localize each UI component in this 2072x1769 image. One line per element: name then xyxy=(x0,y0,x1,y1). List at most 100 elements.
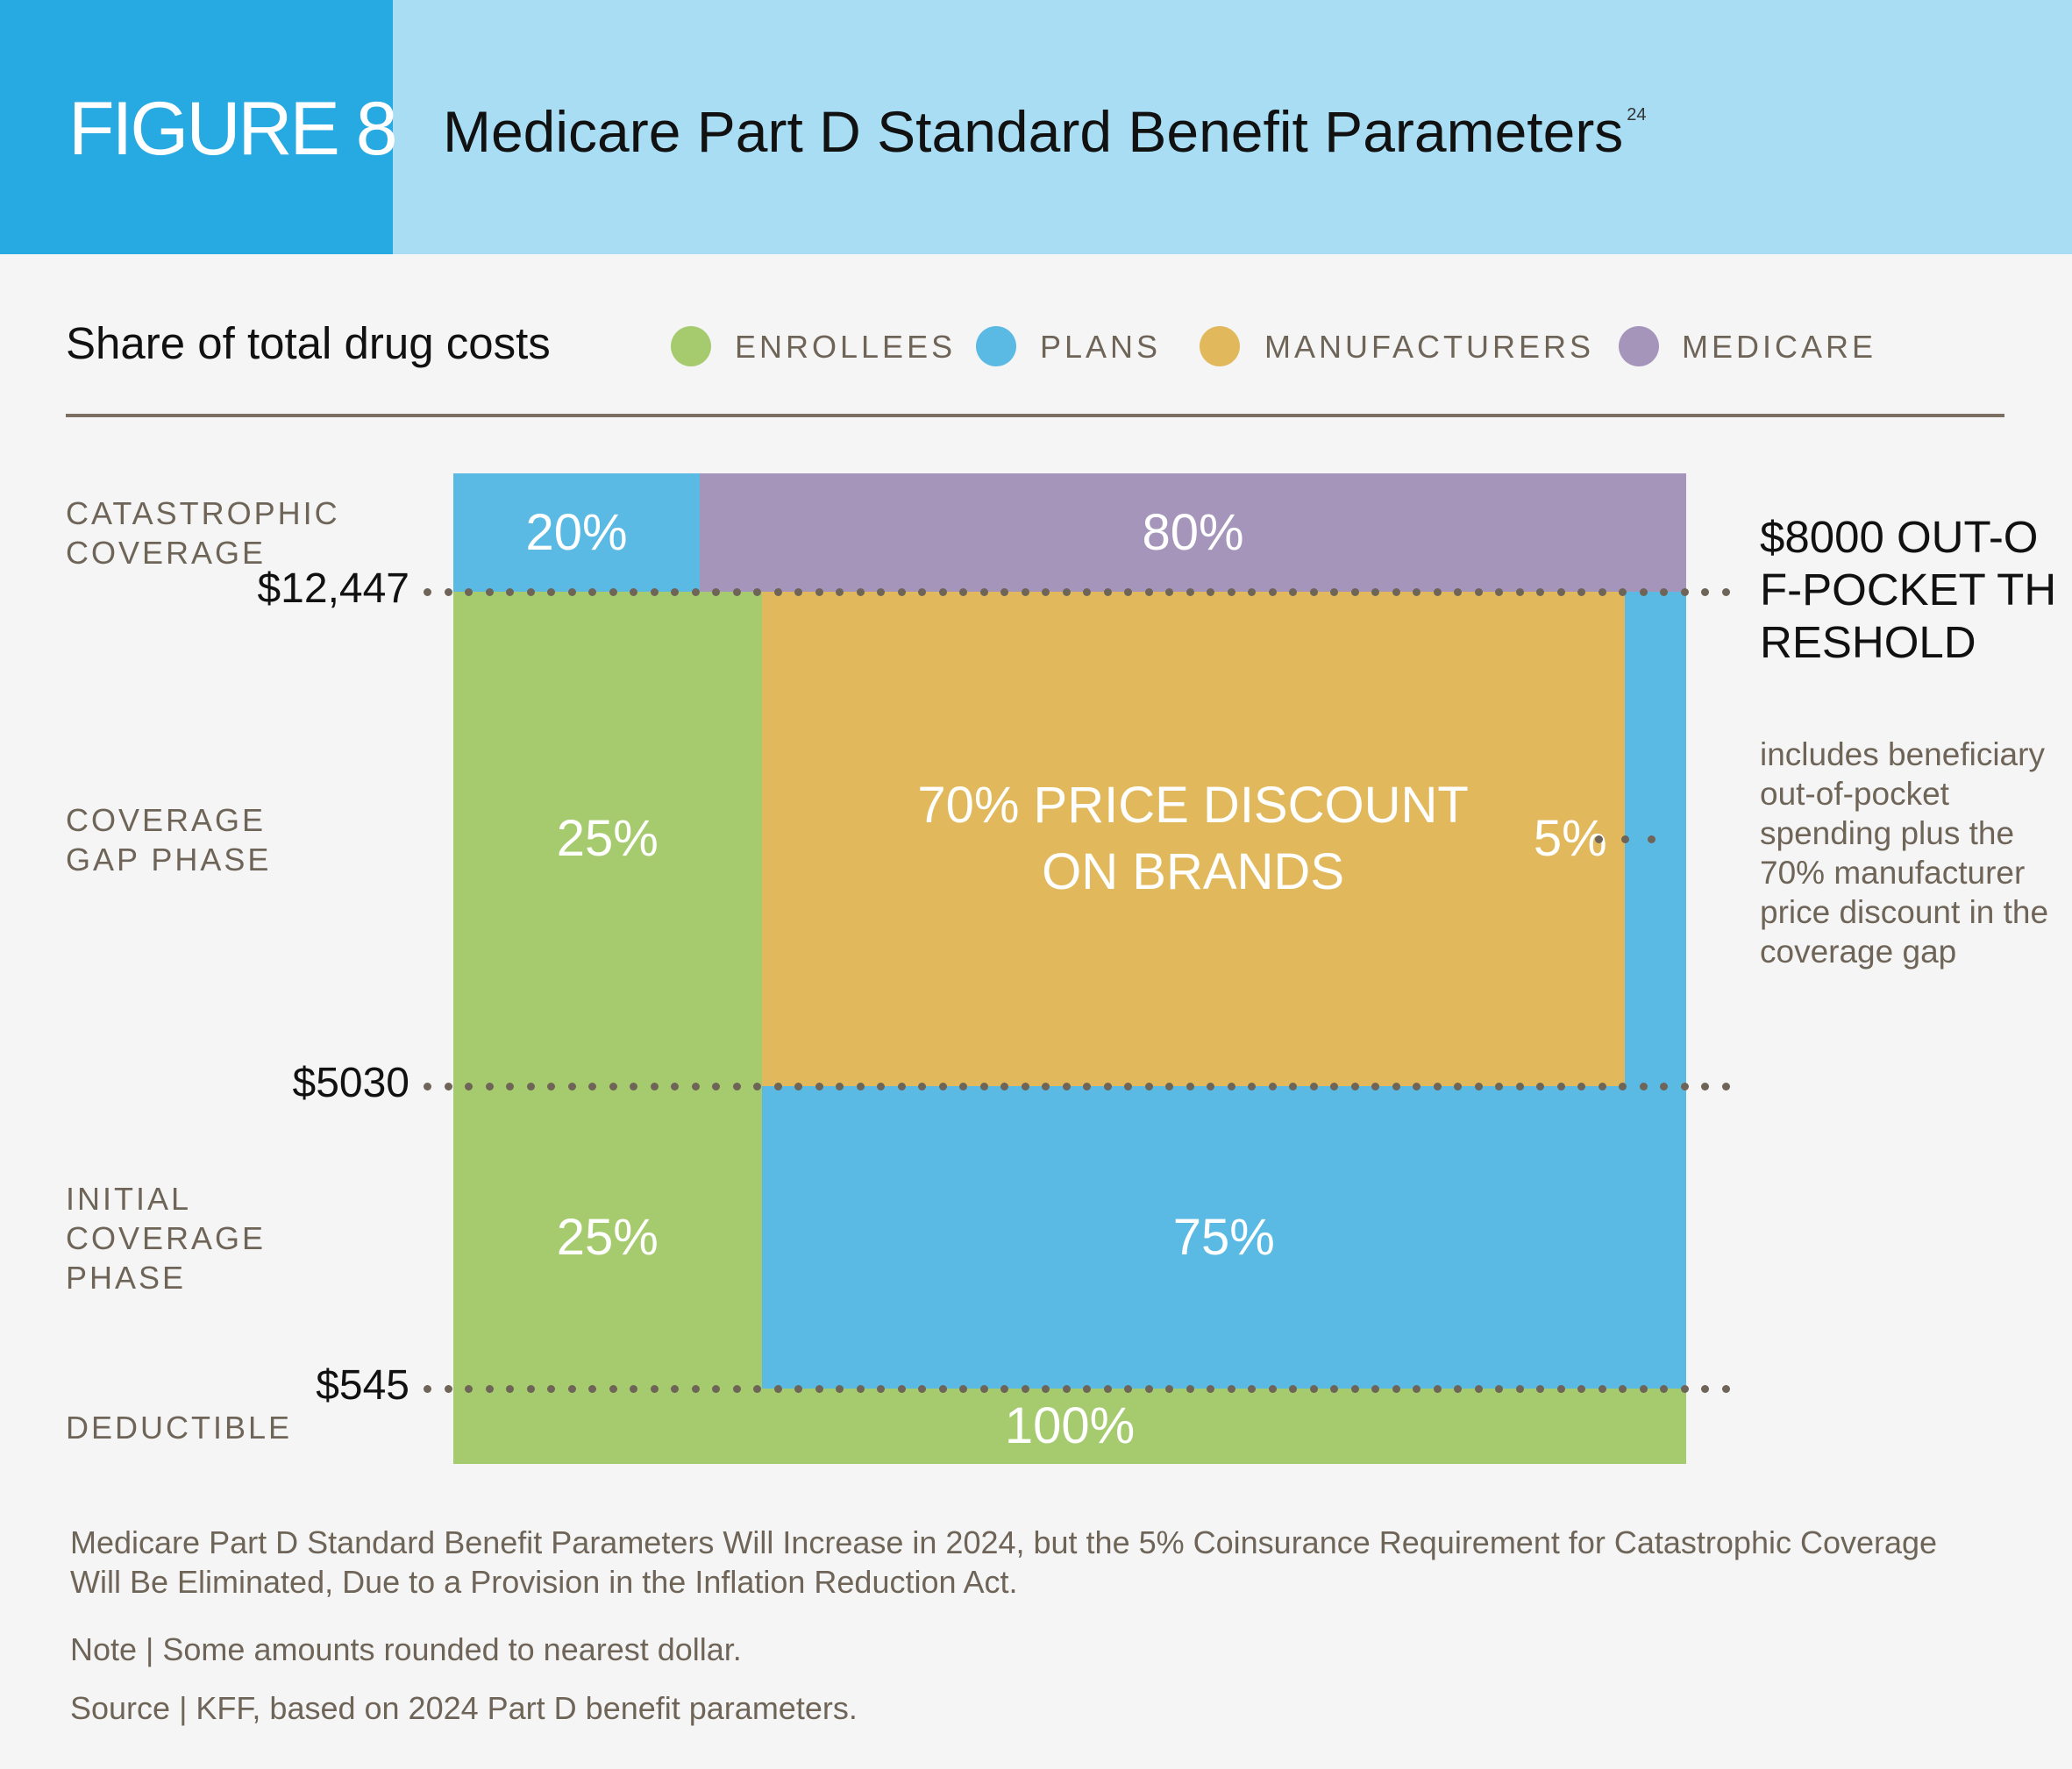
threshold-dot xyxy=(753,588,761,596)
threshold-dot xyxy=(1330,1083,1338,1091)
threshold-dot xyxy=(1124,1083,1132,1091)
threshold-dot xyxy=(1309,588,1318,596)
threshold-dot xyxy=(1144,588,1153,596)
threshold-dot xyxy=(465,1083,473,1091)
threshold-dot xyxy=(444,1385,452,1393)
segment-label: 20% xyxy=(525,503,628,561)
threshold-dot xyxy=(1598,1083,1606,1091)
threshold-dot xyxy=(918,588,926,596)
threshold-dot xyxy=(1556,588,1565,596)
threshold-dot xyxy=(1103,1083,1112,1091)
threshold-dot xyxy=(1495,588,1503,596)
threshold-dot xyxy=(1103,588,1112,596)
segment-enrollees: 100% xyxy=(453,1389,1686,1464)
threshold-dot xyxy=(938,588,947,596)
threshold-dot xyxy=(1268,588,1277,596)
threshold-dot xyxy=(1660,1385,1668,1393)
threshold-dot xyxy=(1433,1385,1442,1393)
threshold-annotation-note: includes beneficiary out-of-pocket spend… xyxy=(1760,736,2049,970)
segment-label: 5% xyxy=(1533,810,1607,867)
threshold-dot xyxy=(1350,588,1359,596)
threshold-dot xyxy=(1556,1083,1565,1091)
threshold-dot xyxy=(485,588,494,596)
threshold-dot xyxy=(1083,1083,1091,1091)
threshold-dot xyxy=(979,588,988,596)
segment-plans: 75% xyxy=(761,1086,1686,1389)
divider-rule xyxy=(66,414,2004,417)
threshold-dot xyxy=(856,1385,865,1393)
footer-note: Note | Some amounts rounded to nearest d… xyxy=(70,1631,742,1667)
threshold-dot xyxy=(1515,1083,1524,1091)
phase-label-coverage-gap: COVERAGE GAP PHASE xyxy=(66,802,272,877)
threshold-dot xyxy=(1042,588,1050,596)
threshold-dot xyxy=(979,1083,988,1091)
threshold-dot xyxy=(1474,1385,1483,1393)
figure-title: Medicare Part D Standard Benefit Paramet… xyxy=(443,98,1647,165)
threshold-dot xyxy=(897,1083,906,1091)
phase-label-deductible: DEDUCTIBLE xyxy=(66,1410,293,1446)
threshold-dot xyxy=(671,588,679,596)
threshold-dot xyxy=(588,1385,596,1393)
threshold-dot xyxy=(1619,1083,1627,1091)
threshold-dot xyxy=(1454,588,1462,596)
threshold-dot xyxy=(1248,1083,1256,1091)
threshold-dot xyxy=(1660,588,1668,596)
threshold-dot xyxy=(630,1083,637,1091)
phase-label-catastrophic: CATASTROPHIC COVERAGE xyxy=(66,495,340,571)
threshold-dot xyxy=(1495,1385,1503,1393)
threshold-dot xyxy=(526,1385,535,1393)
threshold-dot xyxy=(1577,1385,1585,1393)
threshold-dot xyxy=(609,588,617,596)
legend-label-manufacturers: MANUFACTURERS xyxy=(1264,329,1595,365)
threshold-dot xyxy=(794,588,802,596)
threshold-dot xyxy=(424,1385,431,1393)
threshold-dot xyxy=(836,1385,844,1393)
threshold-dot xyxy=(1248,1385,1256,1393)
threshold-dot xyxy=(1000,588,1008,596)
threshold-dot xyxy=(1350,1083,1359,1091)
threshold-dot xyxy=(794,1083,802,1091)
threshold-dot xyxy=(1289,588,1297,596)
threshold-dot xyxy=(897,1385,906,1393)
threshold-dot xyxy=(1433,588,1442,596)
threshold-dot xyxy=(1680,1083,1689,1091)
threshold-dot xyxy=(650,1083,659,1091)
threshold-dot xyxy=(424,588,431,596)
threshold-dot xyxy=(547,588,555,596)
threshold-dot xyxy=(1639,1385,1648,1393)
threshold-dot xyxy=(691,1385,700,1393)
threshold-dot xyxy=(1207,588,1214,596)
threshold-dot xyxy=(732,588,741,596)
threshold-dot xyxy=(1371,1083,1379,1091)
threshold-label: $545 xyxy=(316,1362,409,1409)
threshold-dot xyxy=(732,1083,741,1091)
threshold-dot xyxy=(877,1083,885,1091)
threshold-dot xyxy=(856,1083,865,1091)
threshold-dot xyxy=(609,1083,617,1091)
segment-label: 25% xyxy=(556,810,659,867)
threshold-dot xyxy=(836,1083,844,1091)
threshold-dot xyxy=(547,1083,555,1091)
threshold-dot xyxy=(1227,1385,1235,1393)
threshold-annotation-heading: $8000 OUT-OF-POCKET THRESHOLD xyxy=(1760,512,2057,667)
threshold-dot xyxy=(1144,1385,1153,1393)
threshold-dot xyxy=(959,1385,967,1393)
threshold-dot xyxy=(567,588,576,596)
threshold-dot xyxy=(1083,1385,1091,1393)
threshold-dot xyxy=(485,1385,494,1393)
threshold-dot xyxy=(650,588,659,596)
threshold-dot xyxy=(959,1083,967,1091)
threshold-dot xyxy=(1413,588,1420,596)
threshold-dot xyxy=(671,1083,679,1091)
threshold-dot xyxy=(1619,1385,1627,1393)
figure-label: FIGURE 8 xyxy=(68,87,398,171)
threshold-dot xyxy=(1165,588,1173,596)
threshold-dot xyxy=(1433,1083,1442,1091)
threshold-dot xyxy=(1083,588,1091,596)
threshold-dot xyxy=(1165,1385,1173,1393)
threshold-dot xyxy=(712,1083,720,1091)
threshold-dot xyxy=(1021,1083,1029,1091)
threshold-dot xyxy=(1556,1385,1565,1393)
leader-dot xyxy=(1621,835,1629,843)
threshold-dot xyxy=(815,588,823,596)
